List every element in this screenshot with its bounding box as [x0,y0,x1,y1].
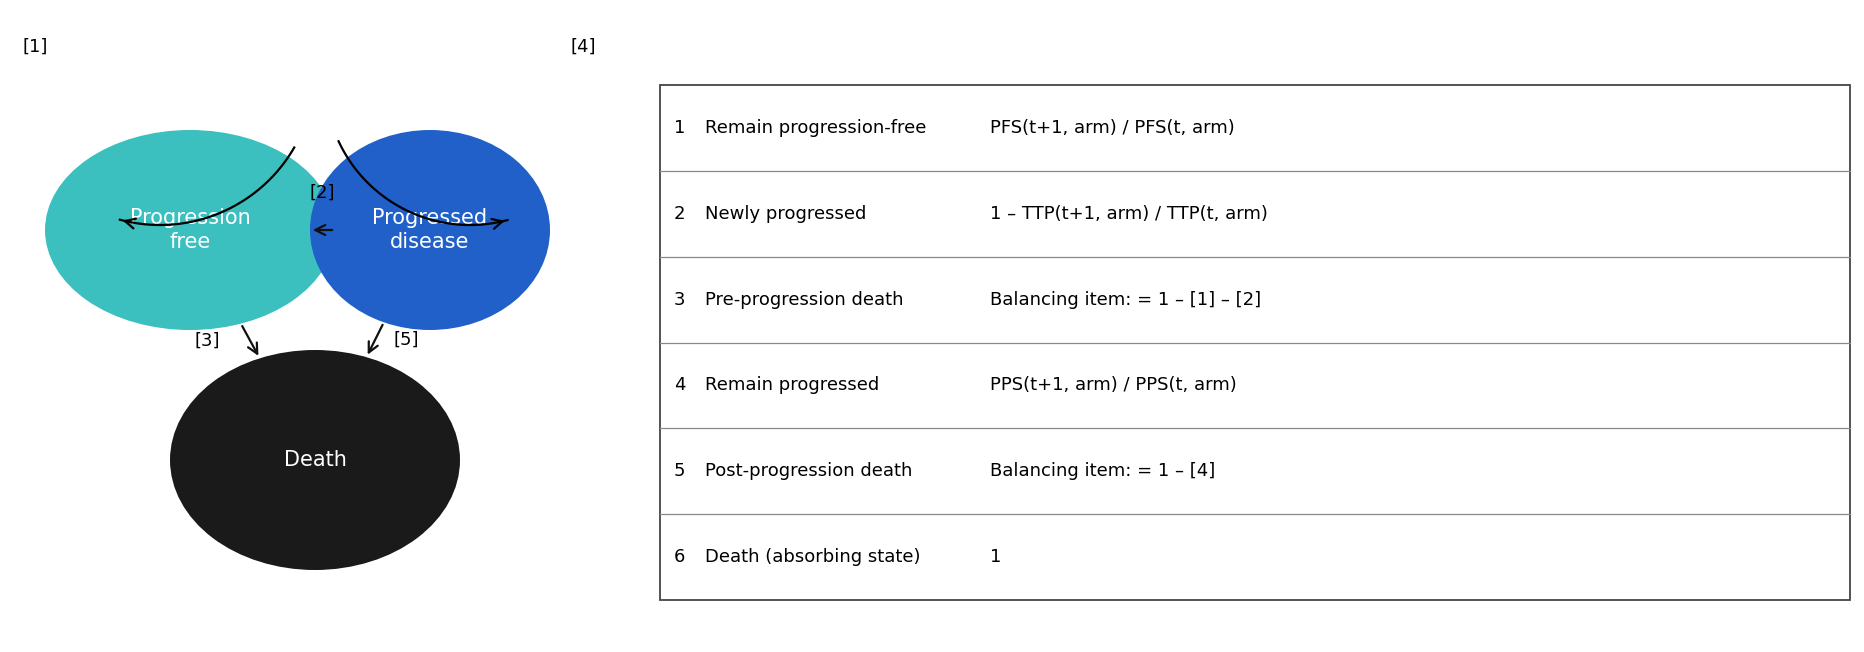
Ellipse shape [170,350,460,570]
Text: Death: Death [283,450,347,470]
Text: Newly progressed: Newly progressed [705,205,867,223]
Text: Remain progressed: Remain progressed [705,376,880,394]
Text: [3]: [3] [196,332,220,350]
Text: Remain progression-free: Remain progression-free [705,119,926,137]
Text: Balancing item: = 1 – [1] – [2]: Balancing item: = 1 – [1] – [2] [990,291,1262,308]
Text: Progressed
disease: Progressed disease [373,209,488,252]
Text: 1: 1 [675,119,686,137]
Text: PFS(t+1, arm) / PFS(t, arm): PFS(t+1, arm) / PFS(t, arm) [990,119,1234,137]
Text: 1: 1 [990,548,1001,566]
Text: Pre-progression death: Pre-progression death [705,291,904,308]
Text: [4]: [4] [570,38,595,56]
Text: 3: 3 [675,291,686,308]
Bar [660,85,1849,600]
Text: Death (absorbing state): Death (absorbing state) [705,548,921,566]
Text: Balancing item: = 1 – [4]: Balancing item: = 1 – [4] [990,462,1215,481]
Text: 2: 2 [675,205,686,223]
Text: 1 – TTP(t+1, arm) / TTP(t, arm): 1 – TTP(t+1, arm) / TTP(t, arm) [990,205,1268,223]
Text: 4: 4 [675,376,686,394]
Ellipse shape [45,130,336,330]
Ellipse shape [309,130,550,330]
Text: Progression
free: Progression free [130,209,250,252]
Text: Post-progression death: Post-progression death [705,462,911,481]
Text: PPS(t+1, arm) / PPS(t, arm): PPS(t+1, arm) / PPS(t, arm) [990,376,1236,394]
Text: 5: 5 [675,462,686,481]
Text: 6: 6 [675,548,686,566]
Text: [5]: [5] [393,331,419,349]
Text: [1]: [1] [22,38,47,56]
Text: [2]: [2] [309,184,336,202]
